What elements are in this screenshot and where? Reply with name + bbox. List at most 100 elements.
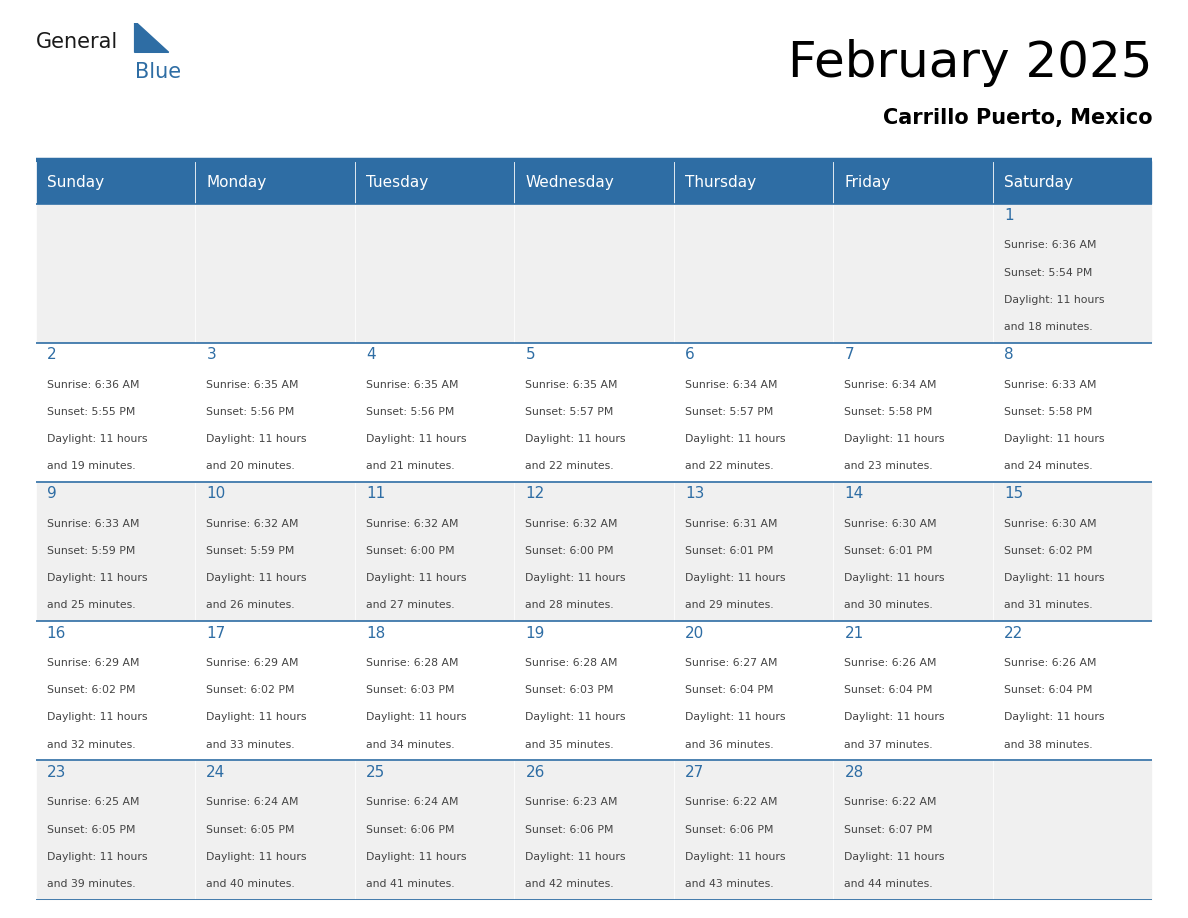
Text: Monday: Monday [207, 174, 266, 190]
Bar [36, 204, 195, 342]
Text: and 39 minutes.: and 39 minutes. [46, 879, 135, 889]
Bar [514, 482, 674, 621]
Text: February 2025: February 2025 [788, 39, 1152, 87]
Text: 25: 25 [366, 765, 385, 780]
Text: Daylight: 11 hours: Daylight: 11 hours [685, 434, 785, 444]
Text: and 38 minutes.: and 38 minutes. [1004, 740, 1093, 750]
Text: Sunrise: 6:24 AM: Sunrise: 6:24 AM [207, 798, 299, 807]
Bar [355, 621, 514, 760]
Text: Sunrise: 6:33 AM: Sunrise: 6:33 AM [46, 519, 139, 529]
Text: Sunset: 6:00 PM: Sunset: 6:00 PM [366, 546, 455, 556]
Text: and 25 minutes.: and 25 minutes. [46, 600, 135, 610]
Text: Sunrise: 6:27 AM: Sunrise: 6:27 AM [685, 658, 777, 668]
Bar [36, 621, 195, 760]
Text: Tuesday: Tuesday [366, 174, 428, 190]
Bar [993, 161, 1152, 204]
Text: Daylight: 11 hours: Daylight: 11 hours [207, 852, 307, 862]
Text: and 37 minutes.: and 37 minutes. [845, 740, 933, 750]
Text: 17: 17 [207, 626, 226, 641]
Text: Sunset: 6:06 PM: Sunset: 6:06 PM [685, 824, 773, 834]
Text: Sunset: 5:57 PM: Sunset: 5:57 PM [525, 407, 614, 417]
Bar [674, 161, 833, 204]
Text: Thursday: Thursday [685, 174, 756, 190]
Text: and 24 minutes.: and 24 minutes. [1004, 461, 1093, 471]
Text: 13: 13 [685, 487, 704, 501]
Text: Daylight: 11 hours: Daylight: 11 hours [845, 852, 944, 862]
Text: 28: 28 [845, 765, 864, 780]
Text: and 34 minutes.: and 34 minutes. [366, 740, 455, 750]
Text: Sunset: 6:04 PM: Sunset: 6:04 PM [685, 686, 773, 695]
Bar [195, 342, 355, 482]
Text: 4: 4 [366, 347, 375, 363]
Text: Sunrise: 6:24 AM: Sunrise: 6:24 AM [366, 798, 459, 807]
Bar [833, 482, 993, 621]
Text: Daylight: 11 hours: Daylight: 11 hours [845, 573, 944, 583]
Text: Sunset: 6:01 PM: Sunset: 6:01 PM [685, 546, 773, 556]
Bar [674, 621, 833, 760]
Text: Sunrise: 6:32 AM: Sunrise: 6:32 AM [525, 519, 618, 529]
Text: Daylight: 11 hours: Daylight: 11 hours [1004, 434, 1105, 444]
Polygon shape [134, 21, 169, 52]
Text: and 22 minutes.: and 22 minutes. [685, 461, 773, 471]
Text: and 43 minutes.: and 43 minutes. [685, 879, 773, 889]
Text: 5: 5 [525, 347, 535, 363]
Text: 6: 6 [685, 347, 695, 363]
Text: Sunset: 5:58 PM: Sunset: 5:58 PM [845, 407, 933, 417]
Text: Sunset: 5:56 PM: Sunset: 5:56 PM [207, 407, 295, 417]
Text: Sunrise: 6:28 AM: Sunrise: 6:28 AM [525, 658, 618, 668]
Text: and 41 minutes.: and 41 minutes. [366, 879, 455, 889]
Bar [833, 760, 993, 900]
Text: Sunrise: 6:23 AM: Sunrise: 6:23 AM [525, 798, 618, 807]
Text: Blue: Blue [134, 62, 181, 82]
Text: Sunset: 6:03 PM: Sunset: 6:03 PM [366, 686, 454, 695]
Text: and 26 minutes.: and 26 minutes. [207, 600, 295, 610]
Text: and 27 minutes.: and 27 minutes. [366, 600, 455, 610]
Text: Sunrise: 6:32 AM: Sunrise: 6:32 AM [207, 519, 299, 529]
Text: Daylight: 11 hours: Daylight: 11 hours [525, 573, 626, 583]
Text: Sunrise: 6:35 AM: Sunrise: 6:35 AM [366, 380, 459, 389]
Text: 20: 20 [685, 626, 704, 641]
Text: and 42 minutes.: and 42 minutes. [525, 879, 614, 889]
Text: Sunrise: 6:30 AM: Sunrise: 6:30 AM [845, 519, 937, 529]
Text: 10: 10 [207, 487, 226, 501]
Text: Sunset: 6:04 PM: Sunset: 6:04 PM [1004, 686, 1093, 695]
Bar [833, 342, 993, 482]
Text: Daylight: 11 hours: Daylight: 11 hours [1004, 573, 1105, 583]
Text: Carrillo Puerto, Mexico: Carrillo Puerto, Mexico [883, 107, 1152, 128]
Text: Daylight: 11 hours: Daylight: 11 hours [366, 852, 467, 862]
Bar [674, 482, 833, 621]
Text: Daylight: 11 hours: Daylight: 11 hours [845, 712, 944, 722]
Bar [355, 342, 514, 482]
Bar [355, 204, 514, 342]
Bar [833, 621, 993, 760]
Text: Daylight: 11 hours: Daylight: 11 hours [525, 852, 626, 862]
Text: and 40 minutes.: and 40 minutes. [207, 879, 295, 889]
Text: Sunrise: 6:36 AM: Sunrise: 6:36 AM [46, 380, 139, 389]
Bar [355, 760, 514, 900]
Text: Sunday: Sunday [46, 174, 103, 190]
Text: Sunset: 6:07 PM: Sunset: 6:07 PM [845, 824, 933, 834]
Text: Daylight: 11 hours: Daylight: 11 hours [845, 434, 944, 444]
Text: Sunset: 6:05 PM: Sunset: 6:05 PM [207, 824, 295, 834]
Text: Sunset: 6:00 PM: Sunset: 6:00 PM [525, 546, 614, 556]
Text: Sunrise: 6:32 AM: Sunrise: 6:32 AM [366, 519, 459, 529]
Bar [195, 621, 355, 760]
Text: Daylight: 11 hours: Daylight: 11 hours [46, 434, 147, 444]
Bar [993, 621, 1152, 760]
Text: Sunset: 6:02 PM: Sunset: 6:02 PM [1004, 546, 1093, 556]
Text: 15: 15 [1004, 487, 1023, 501]
Text: 19: 19 [525, 626, 545, 641]
Text: and 33 minutes.: and 33 minutes. [207, 740, 295, 750]
Text: and 28 minutes.: and 28 minutes. [525, 600, 614, 610]
Text: and 31 minutes.: and 31 minutes. [1004, 600, 1093, 610]
Text: Sunrise: 6:36 AM: Sunrise: 6:36 AM [1004, 241, 1097, 251]
Text: and 36 minutes.: and 36 minutes. [685, 740, 773, 750]
Text: 27: 27 [685, 765, 704, 780]
Text: Daylight: 11 hours: Daylight: 11 hours [366, 712, 467, 722]
Text: Sunset: 5:59 PM: Sunset: 5:59 PM [46, 546, 135, 556]
Text: Sunset: 5:58 PM: Sunset: 5:58 PM [1004, 407, 1093, 417]
Bar [195, 482, 355, 621]
Text: Daylight: 11 hours: Daylight: 11 hours [207, 712, 307, 722]
Bar [36, 482, 195, 621]
Bar [674, 342, 833, 482]
